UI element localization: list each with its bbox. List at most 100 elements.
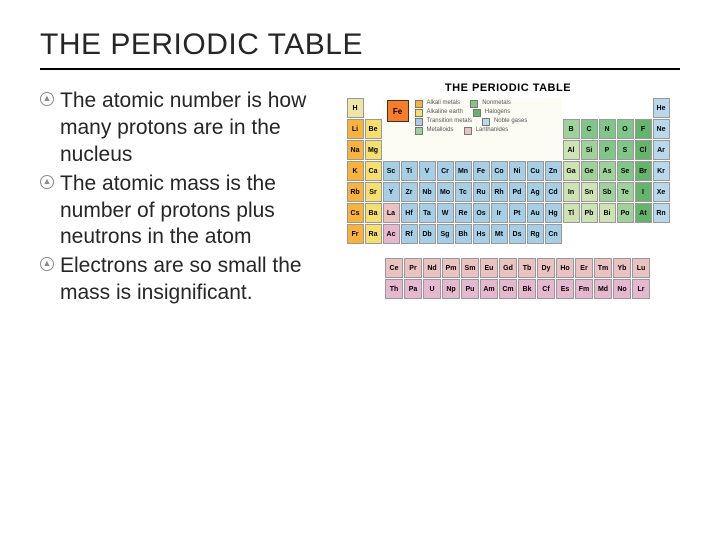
- decorative-dot: [581, 497, 583, 499]
- element-cell: Sm: [461, 258, 479, 278]
- element-cell: Ne: [653, 119, 670, 139]
- bullet-icon: ▲: [40, 257, 54, 271]
- element-cell: Cn: [545, 224, 562, 244]
- decorative-dot: [461, 509, 463, 511]
- element-cell: Y: [383, 182, 400, 202]
- decorative-dot: [521, 521, 523, 523]
- slide: THE PERIODIC TABLE ▲ The atomic number i…: [0, 0, 720, 540]
- element-cell: Dy: [537, 258, 555, 278]
- decorative-dot: [437, 497, 439, 499]
- element-cell: Zn: [545, 161, 562, 181]
- decorative-dot: [557, 521, 559, 523]
- decorative-dot: [533, 521, 535, 523]
- decorative-dot: [653, 509, 655, 511]
- element-cell: Am: [480, 279, 498, 299]
- decorative-dot: [629, 521, 631, 523]
- element-cell: Ta: [419, 203, 436, 223]
- element-cell: Xe: [653, 182, 670, 202]
- title-underline: [40, 68, 680, 70]
- empty-cell: [563, 224, 580, 244]
- decorative-dot: [677, 509, 679, 511]
- element-cell: P: [599, 140, 616, 160]
- decorative-dot: [593, 497, 595, 499]
- decorative-dot: [521, 497, 523, 499]
- decorative-dot: [497, 497, 499, 499]
- decorative-dot: [569, 497, 571, 499]
- element-cell: Pd: [509, 182, 526, 202]
- element-cell: Tc: [455, 182, 472, 202]
- empty-cell: [366, 258, 384, 278]
- element-cell: Mo: [437, 182, 454, 202]
- decorative-dot: [509, 521, 511, 523]
- periodic-table-legend: FeAlkali metalsNonmetalsAlkaline earthHa…: [383, 98, 562, 160]
- empty-cell: [599, 98, 616, 118]
- element-cell: Sg: [437, 224, 454, 244]
- decorative-dot: [497, 509, 499, 511]
- decorative-dot: [557, 509, 559, 511]
- element-cell: Kr: [653, 161, 670, 181]
- element-cell: Mt: [491, 224, 508, 244]
- bullet-item: ▲ The atomic number is how many protons …: [40, 88, 320, 169]
- decorative-dot: [449, 509, 451, 511]
- decorative-dot: [473, 521, 475, 523]
- decorative-dot: [665, 521, 667, 523]
- decorative-dot: [629, 497, 631, 499]
- element-cell: Cm: [499, 279, 517, 299]
- decorative-dot: [677, 521, 679, 523]
- decorative-dot: [605, 509, 607, 511]
- element-cell: Sc: [383, 161, 400, 181]
- element-cell: Na: [347, 140, 364, 160]
- decorative-dot: [557, 497, 559, 499]
- element-cell: V: [419, 161, 436, 181]
- element-cell: Be: [365, 119, 382, 139]
- bullet-text: Electrons are so small the mass is insig…: [60, 254, 302, 304]
- decorative-dot: [665, 497, 667, 499]
- element-cell: Sn: [581, 182, 598, 202]
- element-cell: Cu: [527, 161, 544, 181]
- decorative-dot: [509, 509, 511, 511]
- decorative-dot: [641, 497, 643, 499]
- decorative-dot: [461, 521, 463, 523]
- element-cell: Ir: [491, 203, 508, 223]
- element-cell: H: [347, 98, 364, 118]
- element-cell: Ac: [383, 224, 400, 244]
- element-cell: Ru: [473, 182, 490, 202]
- element-cell: Er: [575, 258, 593, 278]
- decorative-dot: [593, 509, 595, 511]
- periodic-table-fblock: CePrNdPmSmEuGdTbDyHoErTmYbLuThPaUNpPuAmC…: [366, 258, 650, 299]
- element-cell: Br: [635, 161, 652, 181]
- element-cell: La: [383, 203, 400, 223]
- decorative-dot: [545, 497, 547, 499]
- decorative-dot: [593, 521, 595, 523]
- element-cell: Bk: [518, 279, 536, 299]
- empty-cell: [617, 98, 634, 118]
- element-cell: Ar: [653, 140, 670, 160]
- element-cell: I: [635, 182, 652, 202]
- decorative-dot: [605, 497, 607, 499]
- element-cell: Ca: [365, 161, 382, 181]
- slide-title: THE PERIODIC TABLE: [40, 28, 680, 62]
- element-cell: Os: [473, 203, 490, 223]
- element-cell: No: [613, 279, 631, 299]
- element-cell: Rg: [527, 224, 544, 244]
- decorative-dot: [533, 509, 535, 511]
- element-cell: K: [347, 161, 364, 181]
- element-cell: N: [599, 119, 616, 139]
- bullet-icon: ▲: [40, 175, 54, 189]
- element-cell: Pm: [442, 258, 460, 278]
- empty-cell: [366, 279, 384, 299]
- element-cell: Tl: [563, 203, 580, 223]
- decorative-dot: [581, 509, 583, 511]
- decorative-dot: [569, 521, 571, 523]
- element-cell: Rn: [653, 203, 670, 223]
- element-cell: Hs: [473, 224, 490, 244]
- legend-lines: Alkali metalsNonmetalsAlkaline earthHalo…: [415, 100, 528, 136]
- element-cell: Mg: [365, 140, 382, 160]
- element-cell: S: [617, 140, 634, 160]
- decorative-dot: [617, 521, 619, 523]
- element-cell: Rb: [347, 182, 364, 202]
- content-row: ▲ The atomic number is how many protons …: [40, 88, 680, 309]
- decorative-dot: [461, 497, 463, 499]
- empty-cell: [563, 98, 580, 118]
- element-cell: Ge: [581, 161, 598, 181]
